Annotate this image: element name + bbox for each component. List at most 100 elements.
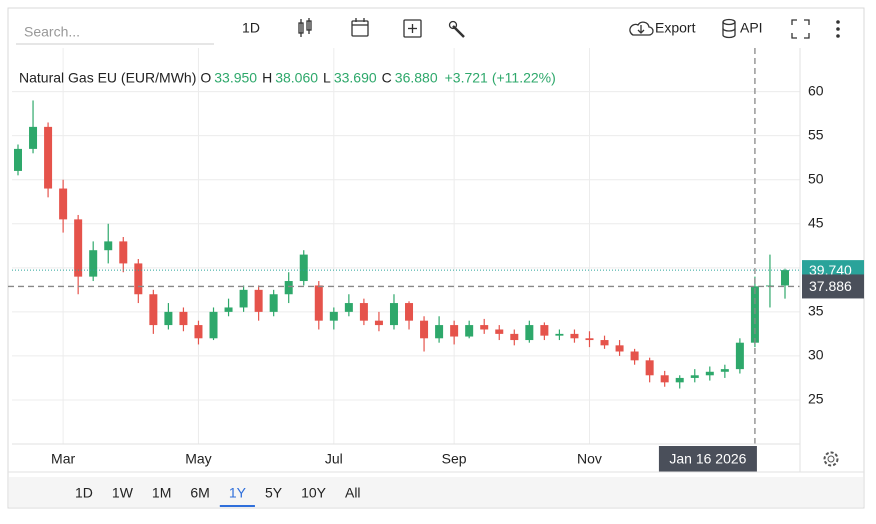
add-indicator-icon[interactable] xyxy=(403,19,422,38)
x-tick-label: Sep xyxy=(442,451,467,467)
candle-body xyxy=(104,241,113,251)
y-tick-label: 50 xyxy=(808,170,824,186)
crosshair-date-tag xyxy=(658,446,757,472)
range-button[interactable]: 1D xyxy=(75,485,93,501)
candle-body xyxy=(645,360,654,376)
interval-button[interactable]: 1D xyxy=(242,20,260,36)
candle-body xyxy=(194,325,203,339)
candle-body xyxy=(149,294,158,326)
candle-icon[interactable] xyxy=(298,18,312,37)
legend-key: L xyxy=(323,70,331,86)
legend-change: +3.721 xyxy=(445,70,488,86)
y-tick-label: 30 xyxy=(808,347,824,363)
range-button[interactable]: 10Y xyxy=(301,485,327,501)
export-icon[interactable] xyxy=(629,21,654,36)
api-icon[interactable] xyxy=(722,18,736,39)
candle-body xyxy=(600,340,609,346)
candle-body xyxy=(525,325,534,341)
candle-body xyxy=(209,311,218,339)
x-tick-label: Mar xyxy=(51,451,75,467)
candle-body xyxy=(224,307,233,312)
x-tick-label: Jul xyxy=(325,451,343,467)
candle-body xyxy=(510,333,519,341)
range-button[interactable]: 6M xyxy=(190,485,209,501)
api-button[interactable]: API xyxy=(740,20,763,36)
candle-body xyxy=(435,325,444,339)
candle-body xyxy=(450,325,459,337)
candle-body xyxy=(239,289,248,308)
candle-body xyxy=(555,333,564,336)
candle-body xyxy=(374,320,383,326)
candle-body xyxy=(690,375,699,378)
y-tick-label: 25 xyxy=(808,391,824,407)
candle-body xyxy=(570,333,579,339)
calendar-icon[interactable] xyxy=(351,18,369,37)
legend-key: H xyxy=(262,70,272,86)
candle-body xyxy=(420,320,429,339)
candle-body xyxy=(74,219,83,277)
candle-body xyxy=(89,250,98,277)
candle-body xyxy=(480,325,489,330)
crosshair-date-label: Jan 16 2026 xyxy=(669,451,746,467)
range-button[interactable]: 1M xyxy=(152,485,171,501)
candle-body xyxy=(299,254,308,282)
candle-body xyxy=(59,188,68,220)
y-tick-label: 60 xyxy=(808,82,824,98)
candle-body xyxy=(119,241,128,264)
y-tick-label: 35 xyxy=(808,303,824,319)
candle-body xyxy=(44,126,53,189)
candle-body xyxy=(359,303,368,321)
candle-body xyxy=(254,289,263,312)
range-buttons: 1D 1W 1M 6M 1Y 5Y 10Y All xyxy=(75,485,361,507)
candle-body xyxy=(29,126,38,149)
x-tick-label: May xyxy=(185,451,211,467)
candle-body xyxy=(284,281,293,295)
candle-body xyxy=(675,377,684,383)
range-button[interactable]: 5Y xyxy=(265,485,283,501)
search-input[interactable]: Search... xyxy=(24,24,80,40)
candle-body xyxy=(615,345,624,352)
chart-title: Natural Gas EU (EUR/MWh) xyxy=(19,70,196,86)
candle-body xyxy=(720,369,729,372)
candle-body xyxy=(660,375,669,383)
range-bar xyxy=(9,477,863,507)
candle-body xyxy=(329,311,338,321)
crosshair-price-tag xyxy=(802,274,864,299)
gear-icon[interactable] xyxy=(823,451,839,467)
legend-change-pct: (+11.22%) xyxy=(492,70,556,86)
candle-body xyxy=(495,329,504,334)
candle-body xyxy=(389,303,398,326)
candle-body xyxy=(164,311,173,326)
y-tick-label: 45 xyxy=(808,214,824,230)
legend-key: O xyxy=(200,70,211,86)
legend: Natural Gas EU (EUR/MWh) O 33.950 H 38.060 L… xyxy=(19,70,556,86)
candle-body xyxy=(465,325,474,337)
candle-body xyxy=(269,294,278,312)
candles xyxy=(14,100,789,389)
legend-key: C xyxy=(382,70,392,86)
candle-body xyxy=(314,285,323,321)
candle-body xyxy=(14,148,22,171)
candle-body xyxy=(735,342,744,370)
range-button[interactable]: 1Y xyxy=(229,485,247,501)
x-tick-label: Nov xyxy=(577,451,602,467)
legend-value: 38.060 xyxy=(275,70,318,86)
range-button[interactable]: All xyxy=(345,485,361,501)
candle-body xyxy=(750,286,759,343)
more-menu[interactable] xyxy=(836,20,840,38)
settings-wrench-icon[interactable] xyxy=(448,20,465,38)
export-button[interactable]: Export xyxy=(655,20,696,36)
candle-body xyxy=(134,263,143,295)
candle-body xyxy=(344,303,353,312)
candle-body xyxy=(781,270,789,286)
crosshair-price-label: 37.886 xyxy=(809,278,852,294)
fullscreen-icon[interactable] xyxy=(791,19,810,39)
candle-body xyxy=(630,351,639,361)
candle-body xyxy=(585,338,594,341)
candle-body xyxy=(705,371,714,376)
range-button[interactable]: 1W xyxy=(112,485,134,501)
candle-body xyxy=(405,303,414,321)
candle-body xyxy=(179,311,188,326)
